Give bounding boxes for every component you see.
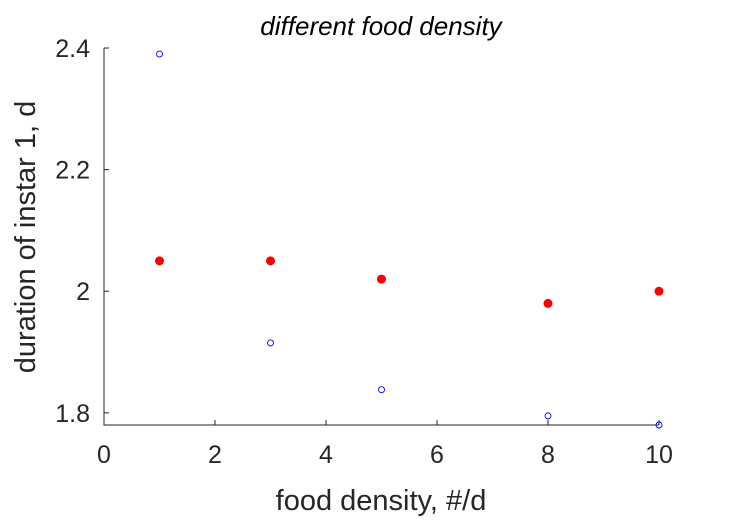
axis-lines (103, 48, 659, 426)
data-points (155, 50, 664, 429)
x-tick-label: 2 (208, 441, 222, 469)
filled-data-point (155, 256, 164, 266)
open-data-point (544, 412, 552, 420)
y-tick-label: 1.8 (55, 400, 90, 428)
filled-data-point (377, 274, 386, 284)
open-data-point (267, 339, 274, 347)
y-axis-label: duration of instar 1, d (10, 101, 42, 373)
y-tick-label: 2.4 (55, 35, 90, 63)
y-tick-label: 2.2 (55, 157, 90, 185)
filled-data-point (543, 298, 553, 308)
x-tick-label: 10 (645, 441, 673, 469)
axes (103, 48, 659, 426)
x-tick-label: 0 (97, 441, 111, 469)
x-tick-label: 8 (541, 441, 555, 469)
chart-title: different food density (260, 11, 503, 41)
filled-data-point (654, 286, 664, 296)
filled-data-point (266, 256, 275, 266)
x-tick-label: 6 (430, 441, 444, 469)
open-data-point (156, 50, 163, 58)
x-axis-ticks: 0 2 4 6 8 10 (97, 420, 673, 469)
open-data-point (655, 421, 663, 429)
y-tick-label: 2 (76, 278, 90, 306)
y-axis-ticks: 1.8 2 2.2 2.4 (55, 35, 109, 428)
x-axis-label: food density, #/d (276, 485, 487, 517)
open-data-point (378, 386, 385, 394)
x-tick-label: 4 (319, 441, 333, 469)
